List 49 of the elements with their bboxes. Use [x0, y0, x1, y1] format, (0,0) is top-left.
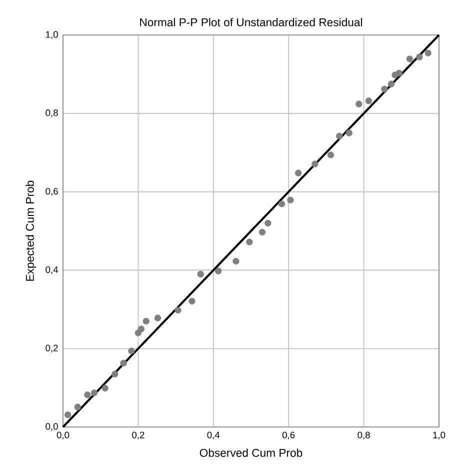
point [336, 132, 343, 140]
x-tick-label: 1,0 [433, 432, 446, 440]
point [346, 130, 352, 136]
point [138, 326, 145, 332]
point [406, 56, 413, 62]
point [396, 70, 402, 76]
y-tick-label: 1,0 [46, 31, 58, 39]
point [142, 318, 150, 324]
chart-title: Normal P-P Plot of Unstandardized Residual [140, 18, 362, 26]
point [388, 80, 395, 88]
point [84, 392, 91, 398]
point [232, 258, 240, 265]
point [214, 268, 222, 274]
point [197, 270, 204, 278]
y-tick-label: 0,2 [46, 344, 58, 352]
point [278, 200, 286, 208]
point [154, 314, 162, 322]
point [258, 228, 266, 236]
point [365, 98, 372, 104]
y-tick-label: 0,4 [46, 266, 58, 274]
point [112, 370, 118, 378]
point [264, 220, 272, 226]
x-tick-label: 0,8 [358, 432, 370, 440]
point [128, 348, 135, 354]
point [295, 170, 302, 176]
x-tick-label: 0,0 [56, 432, 70, 440]
y-tick-label: 0,0 [46, 423, 58, 431]
point [90, 390, 98, 396]
x-tick-label: 0,2 [132, 432, 144, 440]
point [416, 54, 423, 60]
y-tick-label: 0,8 [46, 110, 58, 118]
point [287, 196, 294, 204]
y-tick-label: 0,6 [46, 188, 58, 196]
point [424, 50, 432, 56]
x-axis-title: Observed Cum Prob [200, 448, 302, 457]
point [381, 86, 388, 92]
point [327, 152, 334, 158]
point [188, 298, 196, 304]
point [312, 160, 318, 168]
point [174, 306, 182, 314]
point [356, 100, 362, 108]
y-axis-title: Expected Cum Prob [26, 180, 36, 281]
point [246, 238, 253, 246]
point [102, 384, 108, 392]
point [120, 360, 127, 366]
x-tick-label: 0,6 [282, 432, 295, 440]
point [74, 404, 81, 410]
point [64, 412, 72, 418]
x-tick-label: 0,4 [207, 432, 220, 440]
